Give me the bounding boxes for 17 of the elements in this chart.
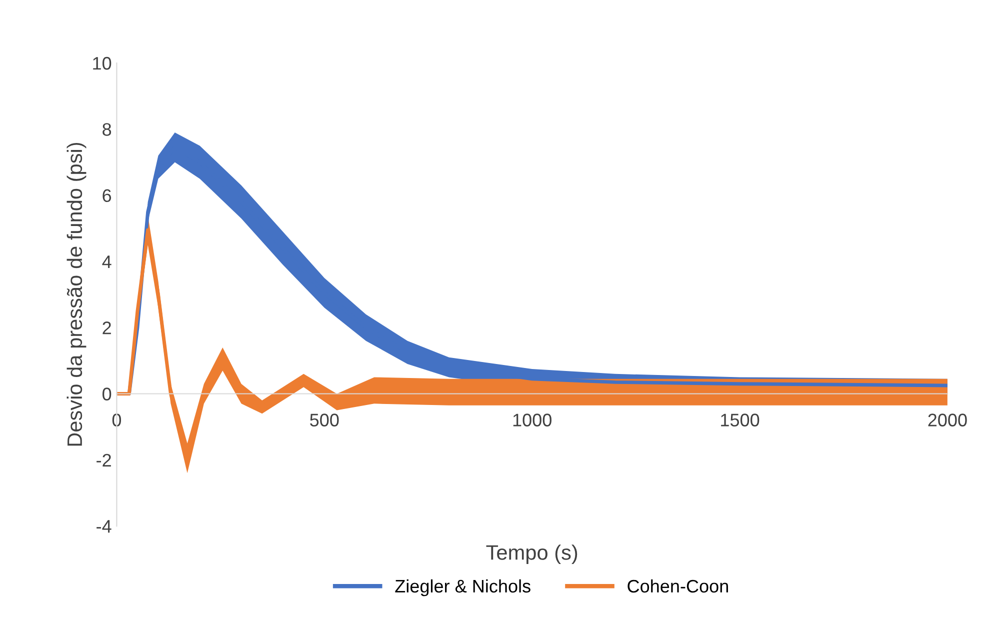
y-tick-label: 2	[102, 322, 111, 334]
y-tick-label: 4	[102, 256, 112, 268]
legend-label: Ziegler & Nichols	[395, 579, 530, 596]
y-tick-label: -4	[96, 520, 112, 533]
x-tick-label: 0	[112, 414, 122, 426]
y-axis-title: Desvio da pressão de fundo (psi)	[66, 142, 86, 446]
x-axis-title: Tempo (s)	[486, 544, 578, 564]
x-tick-label: 1000	[513, 414, 552, 426]
x-tick-label: 2000	[928, 414, 967, 426]
y-tick-label: 10	[93, 56, 112, 70]
y-tick-label: 0	[102, 388, 112, 400]
y-tick-label: 8	[102, 123, 112, 136]
x-tick-label: 500	[310, 414, 339, 426]
y-tick-label: -2	[96, 454, 111, 466]
x-tick-label: 1500	[721, 414, 760, 426]
y-tick-label: 6	[102, 189, 112, 202]
legend-label: Cohen-Coon	[628, 579, 728, 593]
